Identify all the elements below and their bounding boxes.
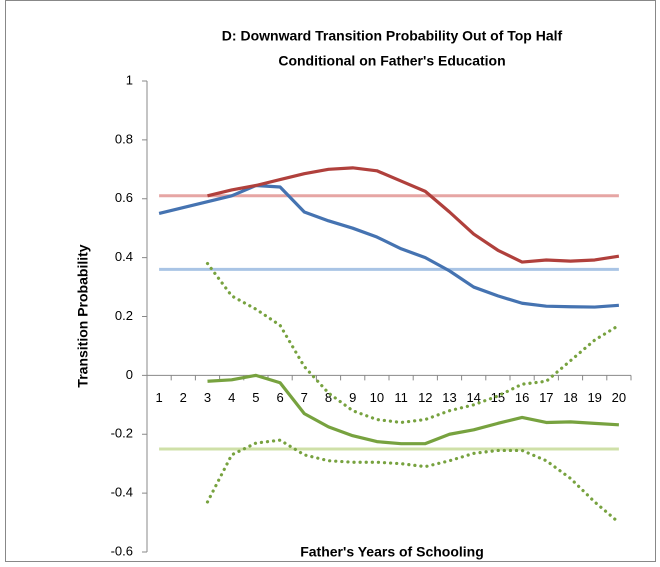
x-tick-label: 10 (370, 390, 384, 405)
y-tick-label: -0.2 (111, 426, 133, 441)
x-tick-label: 15 (491, 390, 505, 405)
x-tick-label: 5 (252, 390, 259, 405)
x-tick-label: 8 (325, 390, 332, 405)
x-tick-label: 9 (349, 390, 356, 405)
x-tick-label: 4 (228, 390, 235, 405)
chart-title: Conditional on Father's Education (278, 53, 505, 69)
x-tick-label: 12 (418, 390, 432, 405)
x-tick-label: 14 (466, 390, 480, 405)
line-series (207, 166, 620, 264)
x-tick-label: 7 (301, 390, 308, 405)
y-tick-label: 0.8 (115, 131, 133, 146)
x-tick-label: 18 (563, 390, 577, 405)
x-tick-label: 1 (155, 390, 162, 405)
y-tick-label: 0 (126, 367, 133, 382)
line-series (205, 438, 621, 525)
x-tick-label: 17 (539, 390, 553, 405)
x-tick-label: 2 (180, 390, 187, 405)
line-series (205, 261, 621, 425)
x-tick-label: 20 (612, 390, 626, 405)
chart-title: D: Downward Transition Probability Out o… (222, 28, 563, 44)
line-series (207, 373, 619, 446)
y-tick-label: -0.6 (111, 543, 133, 558)
y-tick-label: -0.4 (111, 485, 133, 500)
y-tick-label: 0.6 (115, 190, 133, 205)
y-tick-label: 0.4 (115, 249, 133, 264)
x-tick-label: 3 (204, 390, 211, 405)
chart-border (5, 0, 656, 562)
x-axis-label: Father's Years of Schooling (300, 544, 484, 560)
y-tick-label: 0.2 (115, 308, 133, 323)
x-tick-label: 19 (587, 390, 601, 405)
y-axis-label: Transition Probability (75, 244, 91, 387)
x-tick-label: 11 (394, 390, 408, 405)
x-tick-label: 16 (515, 390, 529, 405)
line-series (158, 183, 620, 309)
x-tick-label: 13 (442, 390, 456, 405)
x-tick-label: 6 (276, 390, 283, 405)
y-tick-label: 1 (126, 72, 133, 87)
